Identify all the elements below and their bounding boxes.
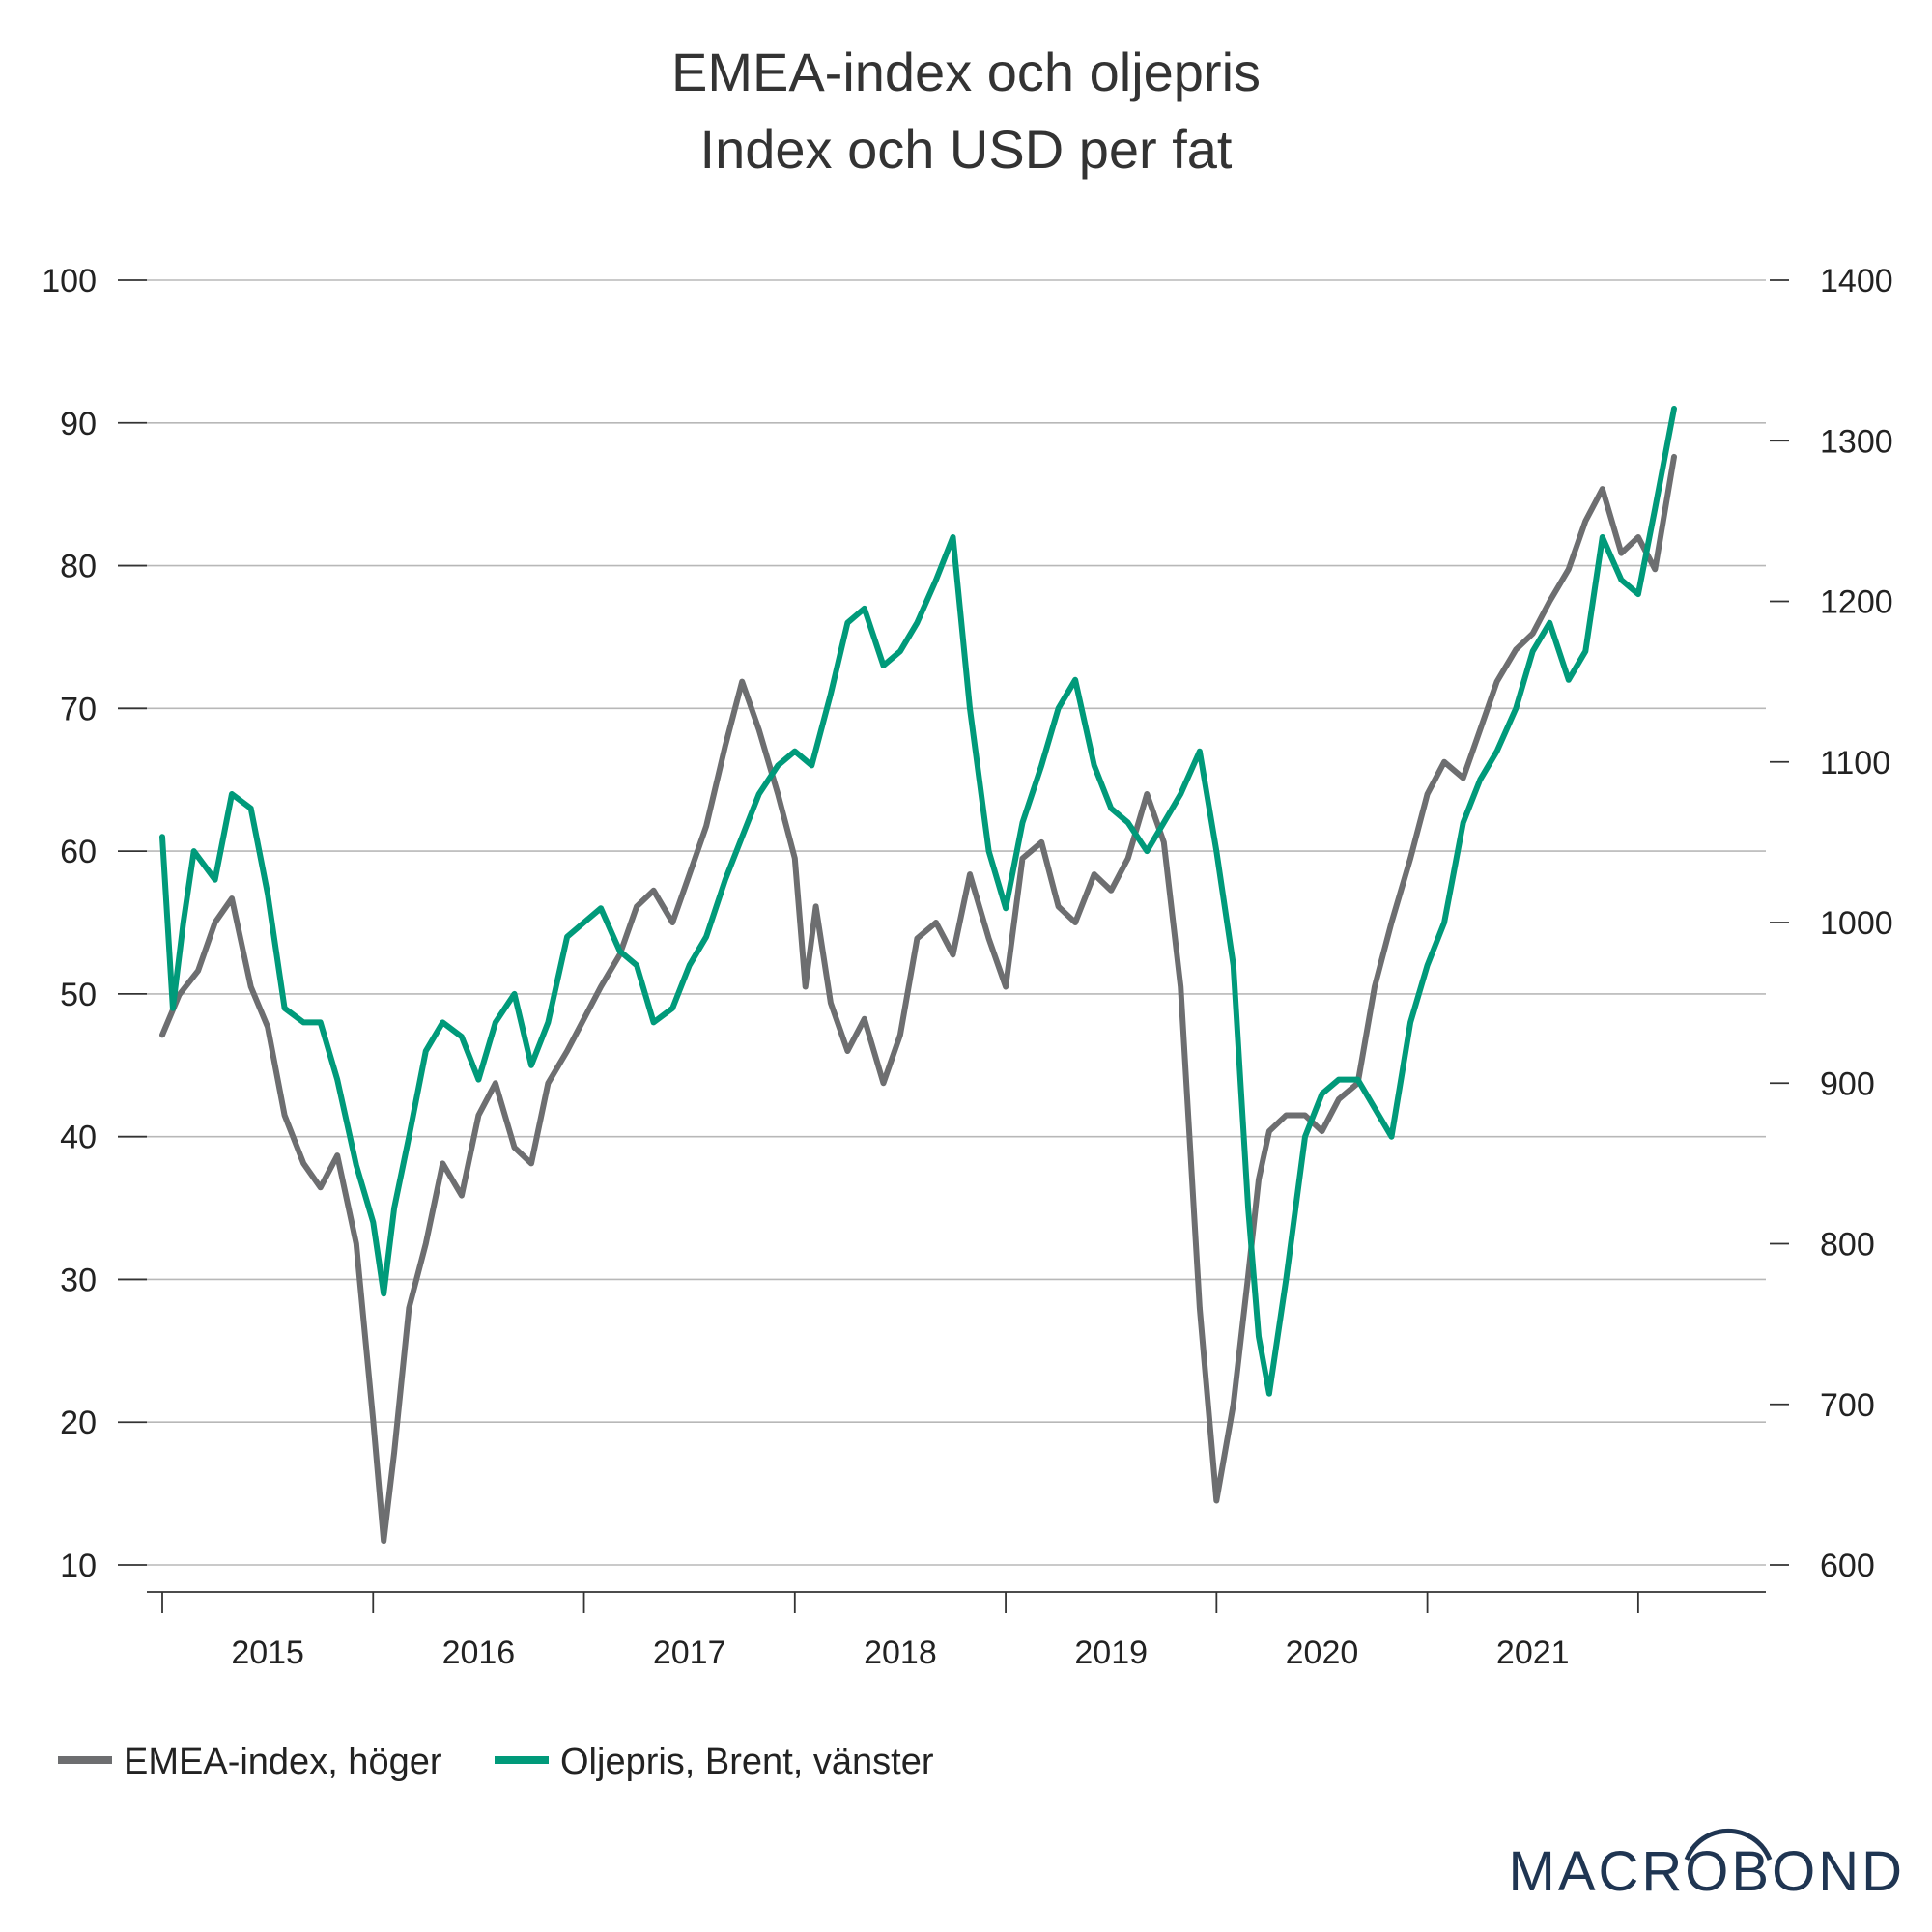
left-tick-label: 50 (60, 977, 97, 1013)
x-tick-label: 2018 (864, 1634, 937, 1671)
right-tick-label: 1200 (1820, 584, 1893, 621)
left-tick-label: 20 (60, 1405, 97, 1441)
legend: EMEA-index, höger Oljepris, Brent, vänst… (58, 1742, 934, 1782)
gridlines (147, 279, 1766, 1566)
legend-label-brent: Oljepris, Brent, vänster (560, 1742, 934, 1782)
left-tick-label: 80 (60, 549, 97, 585)
x-tick-label: 2017 (653, 1634, 726, 1671)
right-tick-label: 1100 (1820, 745, 1890, 781)
left-tick-label: 10 (60, 1548, 97, 1584)
right-tick-label: 1300 (1820, 423, 1893, 460)
left-tick-label: 90 (60, 406, 97, 442)
right-axis: 1400 1300 1200 1100 1000 900 800 700 600 (1770, 263, 1893, 1584)
series-lines (159, 406, 1677, 1545)
x-tick-label: 2021 (1496, 1634, 1570, 1671)
x-tick-label: 2020 (1286, 1634, 1359, 1671)
x-tick-label: 2015 (231, 1634, 304, 1671)
right-tick-label: 1400 (1820, 263, 1893, 299)
right-tick-label: 900 (1820, 1065, 1875, 1102)
logo-arc-icon (1684, 1828, 1773, 1861)
right-tick-label: 600 (1820, 1548, 1875, 1584)
left-tick-label: 30 (60, 1262, 97, 1298)
chart-subtitle: Index och USD per fat (700, 119, 1233, 180)
chart-title: EMEA-index och oljepris (671, 42, 1261, 102)
left-tick-label: 40 (60, 1120, 97, 1156)
left-tick-label: 100 (42, 263, 97, 299)
right-tick-label: 1000 (1820, 905, 1893, 942)
left-tick-label: 60 (60, 834, 97, 870)
right-tick-label: 700 (1820, 1387, 1875, 1424)
macrobond-wordmark: MACROBOND (1509, 1840, 1905, 1903)
x-tick-label: 2016 (442, 1634, 516, 1671)
legend-label-emea: EMEA-index, höger (124, 1742, 442, 1782)
series-line-brent (159, 406, 1677, 1397)
x-tick-label: 2019 (1074, 1634, 1148, 1671)
macrobond-logo: MACROBOND (1509, 1828, 1905, 1903)
right-tick-label: 800 (1820, 1227, 1875, 1264)
x-axis: 2015 2016 2017 2018 2019 2020 2021 (147, 1591, 1766, 1671)
left-tick-label: 70 (60, 691, 97, 727)
left-axis: 100 90 80 70 60 50 40 30 20 10 (42, 263, 147, 1584)
series-line-emea (159, 453, 1677, 1545)
